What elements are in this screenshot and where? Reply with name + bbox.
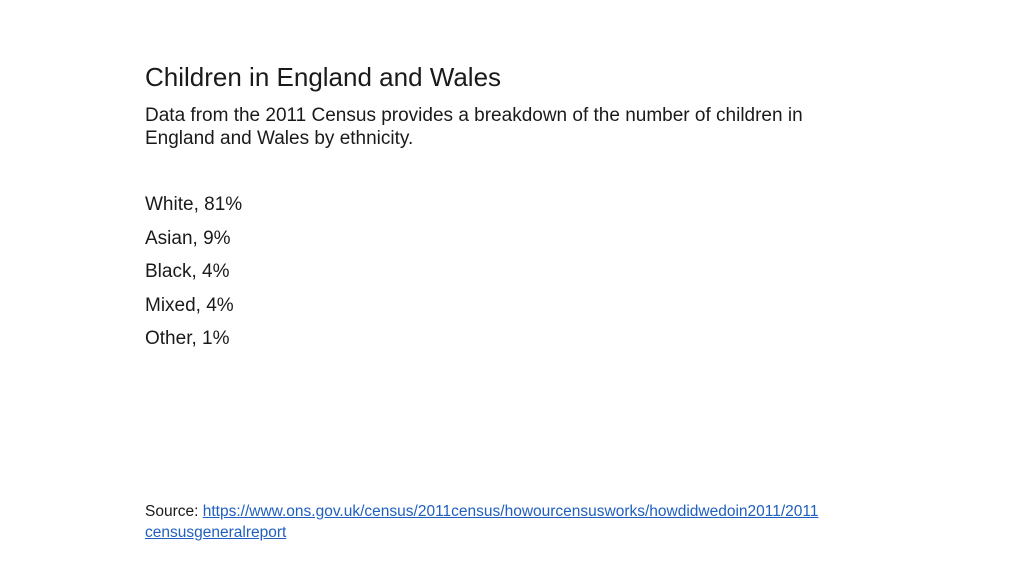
slide-title: Children in England and Wales xyxy=(145,62,502,92)
stat-black: Black, 4% xyxy=(145,261,230,282)
stat-other: Other, 1% xyxy=(145,328,230,349)
source-label: Source: xyxy=(145,503,203,520)
intro-line-2: England and Wales by ethnicity. xyxy=(145,128,414,149)
stat-mixed: Mixed, 4% xyxy=(145,294,234,316)
stat-white: White, 81% xyxy=(145,194,243,215)
source-link-part-1: https://www.ons.gov.uk/census/2011census… xyxy=(202,503,819,520)
ethnicity-list: White, 81% Asian, 9% Black, 4% Mixed, 4%… xyxy=(145,193,242,361)
intro-line-1: Data from the 2011 Census provides a bre… xyxy=(145,105,803,126)
source-link-part-2: censusgeneralreport xyxy=(145,524,287,541)
intro-paragraph: Data from the 2011 Census provides a bre… xyxy=(145,104,905,150)
source-citation: Source: https://www.ons.gov.uk/census/20… xyxy=(145,501,905,543)
source-link[interactable]: https://www.ons.gov.uk/census/2011census… xyxy=(145,503,819,541)
stat-asian: Asian, 9% xyxy=(145,227,231,249)
